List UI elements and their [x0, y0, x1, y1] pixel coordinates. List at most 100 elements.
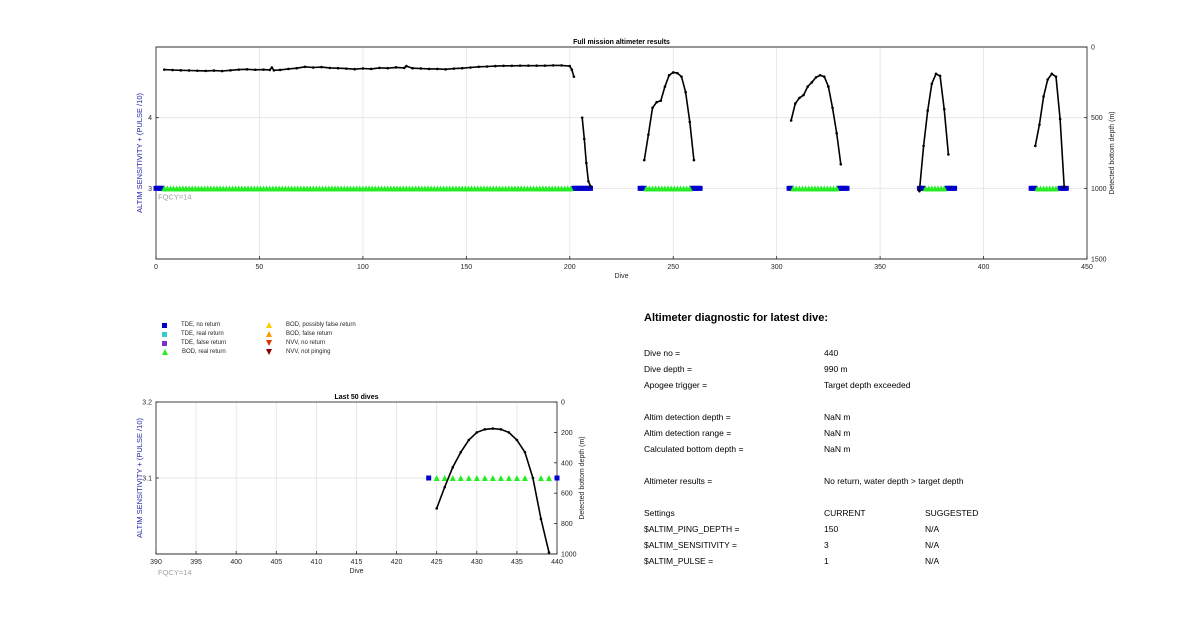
chart1-bottom-depth-point — [477, 65, 481, 69]
chart2-y-tick-label: 3.2 — [142, 400, 152, 407]
chart1-bottom-depth-point — [411, 66, 414, 70]
chart1-bottom-depth-point — [272, 69, 276, 72]
chart2-bod-real-return-marker — [497, 475, 504, 481]
chart1-bottom-depth-point — [278, 68, 282, 72]
chart2-x-tick-label: 395 — [190, 559, 202, 566]
chart1-bottom-depth-point — [361, 67, 365, 70]
chart1-bottom-depth-point — [798, 96, 801, 100]
chart2-bottom-depth-point — [547, 551, 551, 554]
chart1-bottom-depth-line — [1034, 72, 1065, 187]
chart1-bottom-depth-point — [510, 64, 514, 68]
chart1-y2-tick-label: 1000 — [1091, 186, 1107, 193]
diagnostic-panel: Altimeter diagnostic for latest dive: Di… — [644, 312, 1164, 582]
chart1-bottom-depth-point — [1054, 75, 1058, 78]
chart2-bod-real-return-marker — [449, 475, 456, 481]
chart1-bottom-depth-point — [527, 64, 530, 67]
chart1-x-tick-label: 400 — [978, 264, 990, 271]
chart2-y-axis-label: ALTIM SENSITIVITY + (PULSE /10) — [135, 418, 144, 538]
triangle-up-marker-icon — [266, 331, 272, 337]
diag-value: 440 — [824, 348, 839, 358]
legend-item-bod-false-return: BOD, false return — [266, 331, 332, 338]
diag-label: Altim detection range = — [644, 428, 732, 438]
chart1-bottom-depth-point — [922, 144, 925, 148]
chart1-bod-real-return-marker — [567, 185, 574, 192]
chart1-bottom-depth-point — [212, 69, 216, 72]
chart1-bottom-depth-point — [659, 99, 663, 103]
chart1-tde-no-return-marker — [921, 185, 927, 191]
diag-label: Settings — [644, 508, 675, 518]
chart1-bottom-depth-point — [942, 107, 946, 111]
chart1-bottom-depth-point — [320, 65, 323, 69]
chart2-tde-no-return-marker — [554, 475, 560, 481]
chart1-bottom-depth-point — [162, 68, 166, 71]
chart1-bottom-depth-point — [518, 64, 522, 67]
chart1-bottom-depth-point — [651, 106, 654, 110]
chart1-bottom-depth-point — [229, 69, 232, 72]
chart1-bod-real-return-marker — [686, 185, 693, 192]
chart1-bottom-depth-point — [543, 64, 547, 67]
chart1-y2-tick-label: 500 — [1091, 115, 1103, 122]
chart1-bottom-depth-point — [568, 64, 572, 68]
chart1-bottom-depth-point — [171, 68, 174, 72]
chart2-bod-real-return-marker — [521, 475, 528, 481]
chart1-bottom-depth-point — [930, 82, 934, 86]
chart1-bottom-depth-point — [818, 73, 822, 77]
chart1-bottom-depth-point — [570, 68, 574, 71]
chart1-bottom-depth-point — [789, 119, 793, 122]
chart1-bottom-depth-point — [684, 90, 687, 94]
chart2-y2-tick-label: 200 — [561, 430, 573, 437]
chart1-bottom-depth-point — [572, 75, 576, 78]
chart2-bottom-depth-point — [451, 466, 455, 469]
chart1-x-tick-label: 150 — [460, 264, 472, 271]
chart1-bottom-depth-point — [1058, 117, 1062, 121]
chart1-x-tick-label: 100 — [357, 264, 369, 271]
chart1-bottom-depth-point — [676, 71, 679, 75]
legend-item-nvv-not-pinging: NVV, not pinging — [266, 349, 330, 356]
chart1-bottom-depth-point — [585, 161, 588, 165]
chart2-bottom-depth-point — [515, 438, 519, 442]
diag-label: Apogee trigger = — [644, 380, 708, 390]
chart2-x-tick-label: 440 — [551, 559, 563, 566]
chart1-bottom-depth-point — [336, 66, 340, 70]
chart1-bottom-depth-point — [179, 69, 183, 72]
chart2-bod-real-return-marker — [513, 475, 520, 481]
chart1-bottom-depth-point — [642, 158, 646, 162]
chart1-tde-no-return-marker — [1063, 185, 1069, 191]
chart1-x-tick-label: 50 — [256, 264, 264, 271]
chart1-bottom-depth-point — [688, 120, 692, 124]
chart1-bottom-depth-point — [485, 65, 489, 68]
chart1-bottom-depth-point — [947, 153, 950, 156]
chart1-bottom-depth-point — [287, 67, 290, 71]
chart2-bod-real-return-marker — [473, 475, 480, 481]
chart1-bottom-depth-point — [419, 67, 423, 70]
chart2-bottom-depth-point — [475, 431, 479, 434]
diag-value: NaN m — [824, 428, 851, 438]
diag-label: $ALTIM_PULSE = — [644, 556, 714, 566]
chart1-bottom-depth-point — [369, 67, 373, 71]
chart1-bottom-depth-point — [469, 66, 472, 69]
chart2-x-tick-label: 400 — [230, 559, 242, 566]
diag-value: CURRENT — [824, 508, 866, 518]
legend-item-bod-real-return: BOD, real return — [162, 349, 226, 356]
chart1-bottom-depth-point — [802, 93, 805, 97]
chart1-tde-no-return-marker — [788, 185, 794, 191]
chart2-y2-tick-label: 600 — [561, 491, 573, 498]
diag-suggested: N/A — [925, 556, 940, 566]
chart1-bottom-depth-point — [311, 66, 315, 69]
diag-value: 150 — [824, 524, 839, 534]
diag-label: Dive depth = — [644, 364, 692, 374]
chart1-bottom-depth-point — [268, 68, 272, 72]
chart1-bottom-depth-point — [405, 64, 408, 68]
chart1-bottom-depth-point — [493, 64, 497, 68]
chart1-x-tick-label: 0 — [154, 264, 158, 271]
chart1-bottom-depth-point — [460, 66, 464, 70]
chart1-x-tick-label: 250 — [667, 264, 679, 271]
chart1-bottom-depth-point — [1042, 95, 1045, 98]
chart2-x-tick-label: 405 — [270, 559, 282, 566]
chart1-bottom-depth-point — [237, 68, 241, 71]
chart2-bottom-depth-point — [443, 485, 447, 489]
chart1-bottom-depth-point — [1046, 78, 1049, 81]
chart1-bottom-depth-point — [353, 67, 356, 71]
chart1-x-tick-label: 200 — [564, 264, 576, 271]
